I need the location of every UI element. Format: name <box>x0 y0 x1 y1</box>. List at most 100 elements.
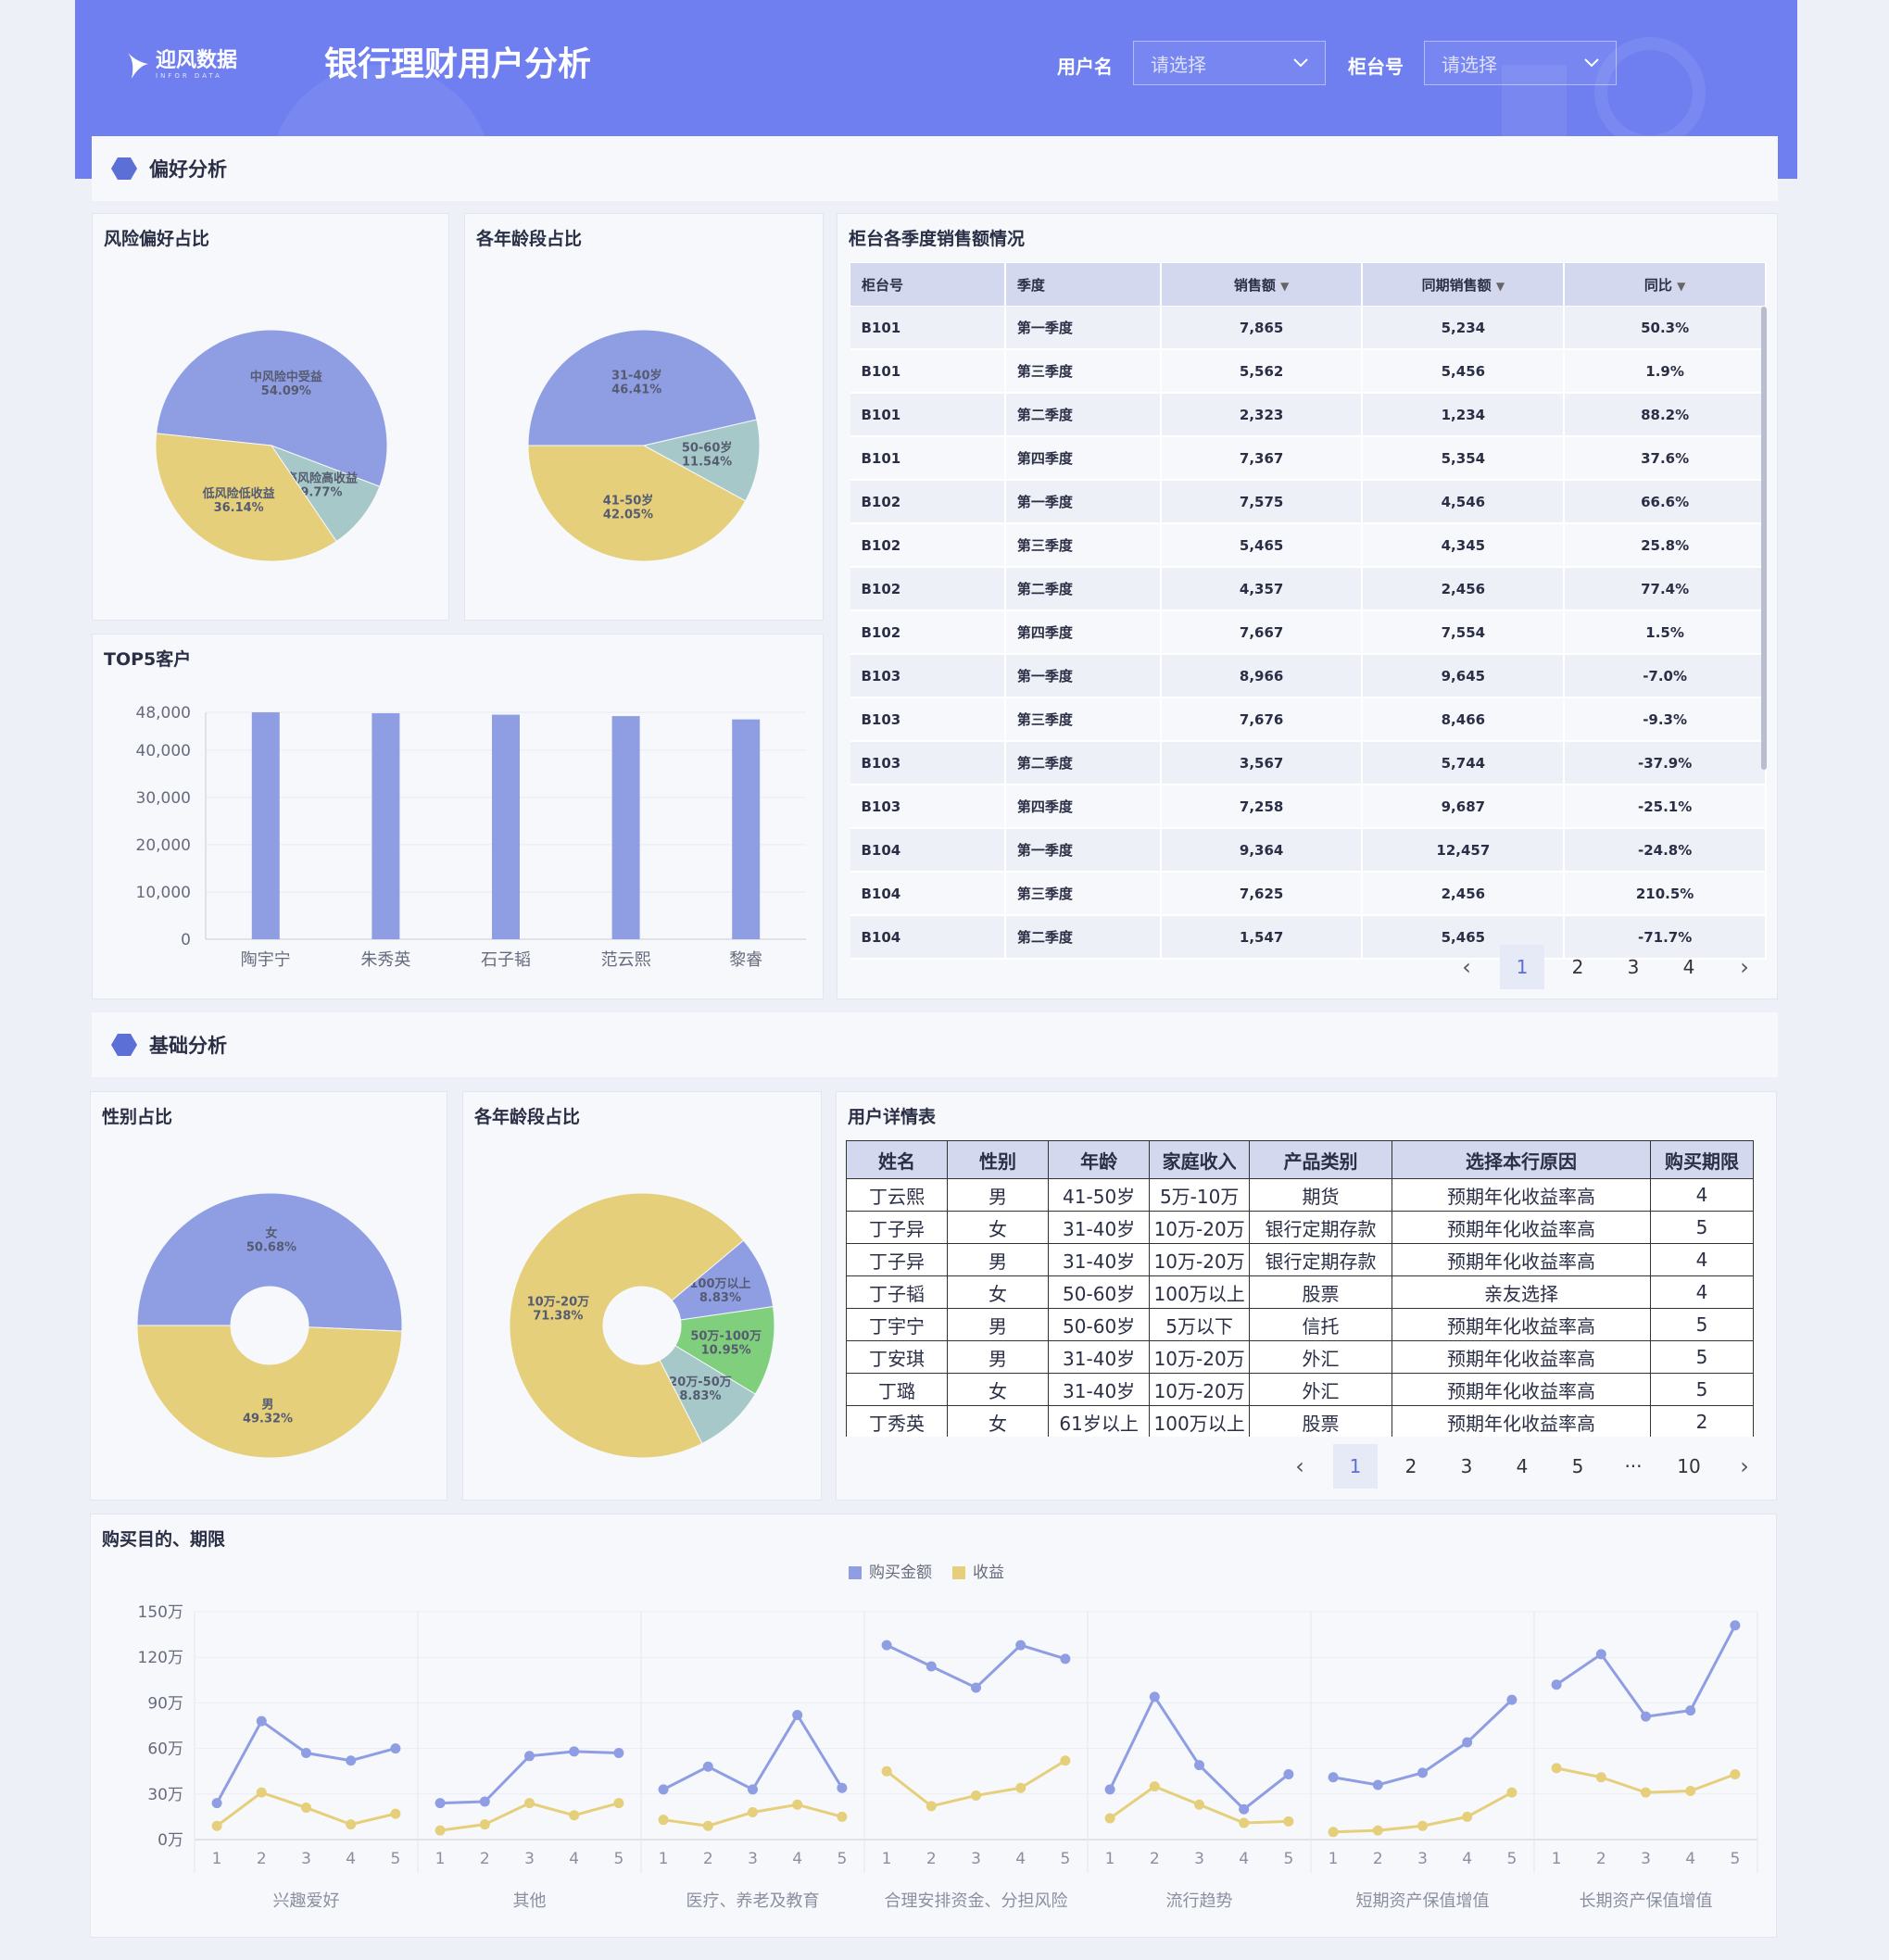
data-point[interactable] <box>1283 1816 1294 1827</box>
scrollbar[interactable] <box>1761 307 1767 770</box>
data-point[interactable] <box>211 1798 222 1809</box>
data-point[interactable] <box>702 1761 713 1772</box>
data-point[interactable] <box>1328 1772 1339 1783</box>
table-row[interactable]: 丁璐女 31-40岁 10万-20万 外汇 预期年化收益率高 5 <box>846 1373 1754 1406</box>
data-point[interactable] <box>1462 1811 1473 1822</box>
data-point[interactable] <box>1551 1763 1562 1774</box>
counter-select[interactable]: 请选择 <box>1424 41 1617 85</box>
table-row[interactable]: 丁秀英女 61岁以上 100万以上 股票 预期年化收益率高 2 <box>846 1405 1754 1437</box>
data-point[interactable] <box>971 1682 981 1693</box>
data-point[interactable] <box>1239 1803 1250 1815</box>
legend-label[interactable]: 购买金额 <box>869 1564 932 1582</box>
table-row[interactable]: 丁子异男 31-40岁 10万-20万 银行定期存款 预期年化收益率高 4 <box>846 1243 1754 1276</box>
data-point[interactable] <box>792 1710 803 1721</box>
column-header-sortable[interactable]: 同比 ▼ <box>1563 262 1767 307</box>
sort-down-icon[interactable]: ▼ <box>1280 279 1290 293</box>
data-point[interactable] <box>748 1784 758 1795</box>
table-row[interactable]: B102 第四季度 7,667 7,554 1.5% <box>850 610 1767 655</box>
table-row[interactable]: B103 第一季度 8,966 9,645 -7.0% <box>850 654 1767 698</box>
data-point[interactable] <box>1060 1755 1071 1766</box>
page-number[interactable]: 1 <box>1500 945 1544 989</box>
legend-label[interactable]: 收益 <box>973 1564 1004 1582</box>
page-number[interactable]: 3 <box>1627 956 1640 978</box>
data-point[interactable] <box>1417 1767 1428 1778</box>
data-point[interactable] <box>479 1819 490 1830</box>
data-point[interactable] <box>658 1815 669 1826</box>
data-point[interactable] <box>926 1661 937 1672</box>
next-page-icon[interactable]: › <box>1740 1453 1749 1479</box>
data-point[interactable] <box>1149 1691 1160 1702</box>
data-point[interactable] <box>1104 1784 1115 1795</box>
data-point[interactable] <box>1060 1653 1071 1665</box>
data-point[interactable] <box>1104 1813 1115 1824</box>
table-row[interactable]: B101 第一季度 7,865 5,234 50.3% <box>850 306 1767 350</box>
page-number[interactable]: 1 <box>1333 1444 1378 1489</box>
data-point[interactable] <box>1194 1799 1204 1810</box>
data-point[interactable] <box>837 1782 848 1793</box>
data-point[interactable] <box>1730 1768 1741 1779</box>
table-row[interactable]: B102 第二季度 4,357 2,456 77.4% <box>850 567 1767 611</box>
table-row[interactable]: 丁安琪男 31-40岁 10万-20万 外汇 预期年化收益率高 5 <box>846 1340 1754 1374</box>
data-point[interactable] <box>301 1803 311 1814</box>
page-number[interactable]: 2 <box>1404 1455 1417 1477</box>
table-row[interactable]: B102 第一季度 7,575 4,546 66.6% <box>850 480 1767 524</box>
data-point[interactable] <box>1372 1779 1383 1790</box>
data-point[interactable] <box>1328 1827 1339 1838</box>
page-number[interactable]: 4 <box>1516 1455 1529 1477</box>
data-point[interactable] <box>211 1820 222 1831</box>
data-point[interactable] <box>1641 1711 1651 1722</box>
data-point[interactable] <box>1595 1649 1606 1660</box>
table-row[interactable]: B104 第三季度 7,625 2,456 210.5% <box>850 872 1767 916</box>
data-point[interactable] <box>658 1784 669 1795</box>
table-row[interactable]: 丁子异女 31-40岁 10万-20万 银行定期存款 预期年化收益率高 5 <box>846 1211 1754 1244</box>
data-point[interactable] <box>346 1819 357 1830</box>
data-point[interactable] <box>479 1796 490 1807</box>
page-number[interactable]: 5 <box>1571 1455 1584 1477</box>
prev-page-icon[interactable]: ‹ <box>1462 954 1471 980</box>
data-point[interactable] <box>881 1765 892 1777</box>
table-row[interactable]: B101 第三季度 5,562 5,456 1.9% <box>850 349 1767 394</box>
data-point[interactable] <box>346 1755 357 1766</box>
data-point[interactable] <box>1551 1679 1562 1690</box>
page-number[interactable]: ··· <box>1624 1455 1643 1477</box>
data-point[interactable] <box>256 1715 267 1727</box>
data-point[interactable] <box>1730 1620 1741 1631</box>
data-point[interactable] <box>434 1825 446 1836</box>
data-point[interactable] <box>1283 1768 1294 1779</box>
data-point[interactable] <box>569 1746 580 1757</box>
data-point[interactable] <box>390 1808 401 1819</box>
table-row[interactable]: 丁宇宁男 50-60岁 5万以下 信托 预期年化收益率高 5 <box>846 1308 1754 1341</box>
prev-page-icon[interactable]: ‹ <box>1295 1453 1304 1479</box>
table-row[interactable]: B102 第三季度 5,465 4,345 25.8% <box>850 523 1767 568</box>
table-row[interactable]: B103 第二季度 3,567 5,744 -37.9% <box>850 741 1767 785</box>
data-point[interactable] <box>301 1748 311 1759</box>
data-point[interactable] <box>881 1640 892 1651</box>
data-point[interactable] <box>926 1801 937 1812</box>
page-number[interactable]: 2 <box>1571 956 1584 978</box>
data-point[interactable] <box>971 1790 981 1801</box>
data-point[interactable] <box>1015 1782 1026 1793</box>
data-point[interactable] <box>1685 1786 1696 1797</box>
data-point[interactable] <box>1417 1820 1428 1831</box>
data-point[interactable] <box>1372 1825 1383 1836</box>
table-row[interactable]: 丁云熙男 41-50岁 5万-10万 期货 预期年化收益率高 4 <box>846 1178 1754 1212</box>
data-point[interactable] <box>1462 1737 1473 1748</box>
data-point[interactable] <box>569 1810 580 1821</box>
username-select[interactable]: 请选择 <box>1133 41 1326 85</box>
data-point[interactable] <box>524 1798 535 1809</box>
table-row[interactable]: B101 第二季度 2,323 1,234 88.2% <box>850 393 1767 437</box>
data-point[interactable] <box>1641 1787 1651 1798</box>
table-row[interactable]: B103 第三季度 7,676 8,466 -9.3% <box>850 697 1767 742</box>
data-point[interactable] <box>524 1751 535 1762</box>
data-point[interactable] <box>1149 1781 1160 1792</box>
next-page-icon[interactable]: › <box>1740 954 1749 980</box>
column-header-sortable[interactable]: 同期销售额 ▼ <box>1361 262 1566 307</box>
data-point[interactable] <box>1015 1640 1026 1651</box>
data-point[interactable] <box>792 1799 803 1810</box>
table-row[interactable]: B101 第四季度 7,367 5,354 37.6% <box>850 436 1767 481</box>
data-point[interactable] <box>837 1811 848 1822</box>
table-row[interactable]: B104 第一季度 9,364 12,457 -24.8% <box>850 828 1767 873</box>
data-point[interactable] <box>613 1748 624 1759</box>
data-point[interactable] <box>1685 1705 1696 1716</box>
table-row[interactable]: B103 第四季度 7,258 9,687 -25.1% <box>850 785 1767 829</box>
